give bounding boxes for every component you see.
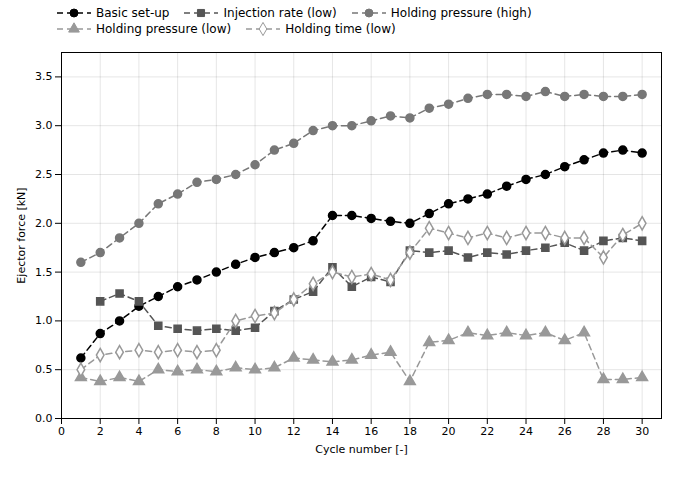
html-text:Holding pressure (high): Holding pressure (high) <box>390 6 532 20</box>
svg-text:20: 20 <box>442 425 456 438</box>
svg-text:2.5: 2.5 <box>35 168 53 181</box>
svg-text:Cycle number [-]: Cycle number [-] <box>315 443 408 456</box>
svg-text:6: 6 <box>174 425 181 438</box>
svg-text:12: 12 <box>287 425 301 438</box>
svg-text:0.5: 0.5 <box>35 363 53 376</box>
svg-text:2.0: 2.0 <box>35 217 53 230</box>
svg-text:10: 10 <box>248 425 262 438</box>
svg-text:26: 26 <box>558 425 572 438</box>
html-text:Basic set-up: Basic set-up <box>96 6 170 20</box>
svg-text:22: 22 <box>480 425 494 438</box>
svg-text:0.0: 0.0 <box>35 412 53 425</box>
svg-text:1.5: 1.5 <box>35 266 53 279</box>
svg-text:8: 8 <box>213 425 220 438</box>
svg-text:3.0: 3.0 <box>35 119 53 132</box>
svg-text:28: 28 <box>596 425 610 438</box>
svg-text:4: 4 <box>135 425 142 438</box>
svg-text:30: 30 <box>635 425 649 438</box>
svg-text:16: 16 <box>364 425 378 438</box>
svg-text:2: 2 <box>97 425 104 438</box>
html-text:Injection rate (low): Injection rate (low) <box>223 6 337 20</box>
svg-text:Ejector force [kN]: Ejector force [kN] <box>15 187 28 283</box>
html-text:Holding pressure (low): Holding pressure (low) <box>96 22 232 36</box>
svg-text:1.0: 1.0 <box>35 314 53 327</box>
svg-text:18: 18 <box>403 425 417 438</box>
svg-text:0: 0 <box>58 425 65 438</box>
svg-text:3.5: 3.5 <box>35 70 53 83</box>
svg-text:24: 24 <box>519 425 533 438</box>
html-text:Holding time (low): Holding time (low) <box>285 22 396 36</box>
svg-text:14: 14 <box>325 425 339 438</box>
